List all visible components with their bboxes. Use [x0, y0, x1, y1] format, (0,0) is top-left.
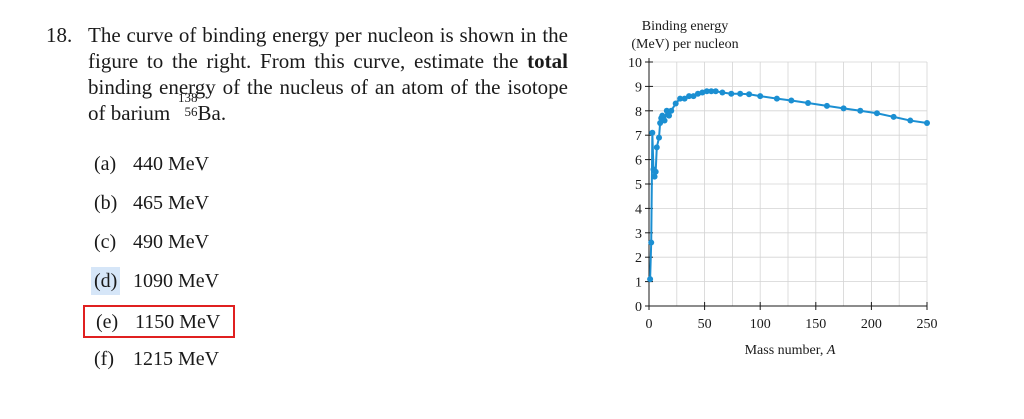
y-tick-label: 7	[635, 129, 642, 144]
y-tick-label: 2	[635, 251, 642, 266]
y-axis-label-line2: (MeV) per nucleon	[631, 37, 738, 52]
data-point	[681, 95, 688, 102]
data-point	[661, 117, 668, 124]
question-text-part2: binding energy of the nucleus of an atom…	[88, 75, 568, 125]
choice-value: 440 MeV	[133, 153, 210, 175]
data-point	[651, 173, 658, 180]
y-tick-label: 10	[628, 56, 642, 71]
x-tick-label: 250	[917, 317, 938, 332]
data-point	[719, 89, 726, 96]
binding-energy-series	[647, 88, 930, 283]
y-tick-label: 3	[635, 227, 642, 242]
x-tick-label: 150	[805, 317, 826, 332]
data-point	[652, 168, 659, 175]
data-point	[712, 88, 719, 95]
chart-svg: Binding energy (MeV) per nucleon 0 1 2 3 4 5 6…	[628, 19, 938, 358]
choice-letter: (f)	[94, 348, 114, 370]
data-point	[773, 95, 780, 102]
data-point	[840, 105, 847, 112]
data-point	[873, 110, 880, 117]
y-tick-label: 6	[635, 154, 642, 169]
data-point	[757, 93, 764, 100]
x-axis-label-variable: A	[826, 343, 836, 358]
question-text-end: .	[220, 101, 227, 125]
grid	[649, 61, 928, 306]
question-number: 18.	[46, 23, 73, 47]
y-tick-label: 8	[635, 105, 642, 120]
y-axis-label-line1: Binding energy	[642, 19, 728, 34]
choice-e[interactable]: (e) 1150 MeV	[83, 305, 235, 338]
question-bold-word: total	[527, 49, 568, 73]
data-point	[663, 107, 670, 114]
choice-letter: (c)	[94, 231, 117, 253]
data-point	[653, 144, 660, 151]
data-point	[708, 88, 715, 95]
y-tick-label: 1	[635, 276, 642, 291]
data-point	[703, 88, 710, 95]
choice-value: 490 MeV	[133, 231, 210, 253]
data-point	[656, 134, 663, 141]
isotope-mass-number: 138	[177, 90, 198, 105]
isotope-notation: 138 56	[175, 91, 198, 120]
question-text-part1: The curve of binding energy per nucleon …	[88, 23, 568, 73]
isotope-symbol: Ba	[197, 101, 221, 125]
x-tick-label: 200	[861, 317, 882, 332]
data-point	[657, 120, 664, 126]
question-text: The curve of binding energy per nucleon …	[88, 22, 568, 126]
y-tick-label: 4	[635, 202, 642, 217]
choice-letter: (b)	[94, 192, 118, 214]
x-axis-label-text: Mass number,	[745, 343, 827, 358]
data-point	[907, 117, 914, 124]
choice-letter: (d)	[91, 267, 121, 295]
data-point	[805, 99, 812, 106]
x-tick-label: 0	[646, 317, 653, 332]
choice-value: 1215 MeV	[133, 348, 220, 370]
choice-value: 1090 MeV	[133, 270, 220, 292]
data-point	[746, 91, 753, 98]
data-point	[737, 90, 744, 97]
y-tick-label: 5	[635, 178, 642, 193]
data-point	[648, 239, 655, 246]
data-point	[649, 129, 656, 136]
data-point	[890, 113, 897, 120]
choice-value: 1150 MeV	[135, 311, 221, 333]
x-tick-label: 100	[750, 317, 771, 332]
y-tick-label: 9	[635, 80, 642, 95]
binding-energy-curve	[649, 90, 928, 280]
data-point	[668, 107, 675, 114]
choice-value: 465 MeV	[133, 192, 210, 214]
data-point	[823, 102, 830, 109]
binding-energy-chart: Binding energy (MeV) per nucleon 0 1 2 3 4 5 6…	[605, 10, 955, 370]
x-axis-label: Mass number, A	[745, 343, 836, 358]
data-point	[788, 97, 795, 104]
data-point	[672, 100, 679, 107]
data-point	[857, 107, 864, 114]
data-point	[686, 93, 693, 100]
choice-letter: (e)	[96, 311, 119, 333]
x-tick-label: 50	[698, 317, 712, 332]
y-tick-label: 0	[635, 300, 642, 315]
data-point	[728, 90, 735, 97]
data-point	[690, 93, 697, 100]
data-point	[666, 112, 673, 119]
choice-letter: (a)	[94, 153, 117, 175]
data-point	[924, 120, 930, 126]
data-point	[659, 112, 666, 119]
isotope-atomic-number: 56	[184, 104, 198, 119]
data-point	[647, 276, 654, 283]
data-point	[677, 95, 684, 102]
